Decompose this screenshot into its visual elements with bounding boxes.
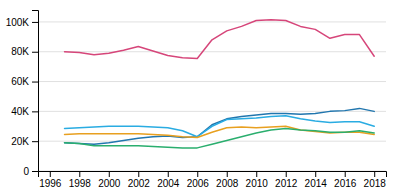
x-tick-label: 2016	[334, 178, 357, 189]
chart: 1996 1998 2000 2002 2004 2006 2008 2010 2012 2014…	[0, 0, 400, 193]
x-tick: 1996	[39, 171, 62, 189]
y-tick: 100K	[6, 17, 38, 28]
x-tick: 2016	[334, 171, 357, 189]
y-tick-label: 100K	[6, 17, 30, 28]
y-tick-mark	[32, 111, 38, 112]
series-line	[65, 116, 375, 137]
x-tick-label: 2018	[364, 178, 387, 189]
x-tick-mark	[50, 171, 51, 177]
x-tick-mark	[256, 171, 257, 177]
y-tick-label: 80K	[11, 46, 29, 57]
grid-line	[38, 21, 386, 22]
x-tick-mark	[345, 171, 346, 177]
y-tick-label: 20K	[11, 136, 29, 147]
grid-line	[38, 141, 386, 142]
x-tick: 2002	[128, 171, 151, 189]
x-tick: 2004	[157, 171, 180, 189]
grid-line	[38, 51, 386, 52]
x-axis-line	[39, 172, 387, 178]
x-tick: 2012	[275, 171, 298, 189]
y-tick-mark	[32, 82, 38, 83]
x-tick-mark	[227, 171, 228, 177]
x-tick-label: 1998	[69, 178, 92, 189]
x-tick-label: 1996	[39, 178, 62, 189]
y-tick-mark	[32, 22, 38, 23]
x-tick-mark	[168, 171, 169, 177]
x-tick-label: 2008	[216, 178, 239, 189]
x-tick: 2018	[364, 171, 387, 189]
y-axis-line	[32, 11, 39, 172]
x-tick: 2000	[98, 171, 121, 189]
x-axis: 1996 1998 2000 2002 2004 2006 2008 2010 2012 2014…	[39, 171, 387, 189]
x-tick-mark	[197, 171, 198, 177]
x-tick-label: 2012	[275, 178, 298, 189]
grid	[38, 22, 386, 171]
x-tick-mark	[138, 171, 139, 177]
series-line	[65, 108, 375, 144]
x-tick: 2014	[305, 171, 328, 189]
x-tick: 2008	[216, 171, 239, 189]
plot: 1996 1998 2000 2002 2004 2006 2008 2010 2012 2014…	[6, 11, 387, 190]
x-tick-mark	[374, 171, 375, 177]
x-tick-label: 2004	[157, 178, 180, 189]
y-tick: 60K	[11, 76, 38, 87]
x-tick-label: 2014	[305, 178, 328, 189]
series-line	[65, 129, 375, 148]
x-tick: 2006	[187, 171, 210, 189]
x-tick-label: 2000	[98, 178, 121, 189]
x-tick-label: 2002	[128, 178, 151, 189]
lines	[65, 20, 375, 148]
x-tick-mark	[315, 171, 316, 177]
series-line	[65, 20, 375, 59]
x-tick-mark	[286, 171, 287, 177]
y-tick-mark	[32, 171, 38, 172]
y-tick-label: 40K	[11, 106, 29, 117]
y-axis: 0 20K 40K 60K 80K 100K	[6, 11, 39, 177]
y-tick-label: 60K	[11, 76, 29, 87]
y-tick-label: 0	[23, 166, 29, 177]
y-tick: 80K	[11, 46, 38, 57]
y-tick-mark	[32, 52, 38, 53]
y-tick: 20K	[11, 136, 38, 147]
x-tick-mark	[109, 171, 110, 177]
y-tick-mark	[32, 141, 38, 142]
x-tick-label: 2010	[246, 178, 269, 189]
x-tick-mark	[79, 171, 80, 177]
x-tick: 2010	[246, 171, 269, 189]
y-tick: 40K	[11, 106, 38, 117]
y-tick: 0	[23, 166, 38, 177]
x-tick: 1998	[69, 171, 92, 189]
x-tick-label: 2006	[187, 178, 210, 189]
grid-line	[38, 81, 386, 82]
